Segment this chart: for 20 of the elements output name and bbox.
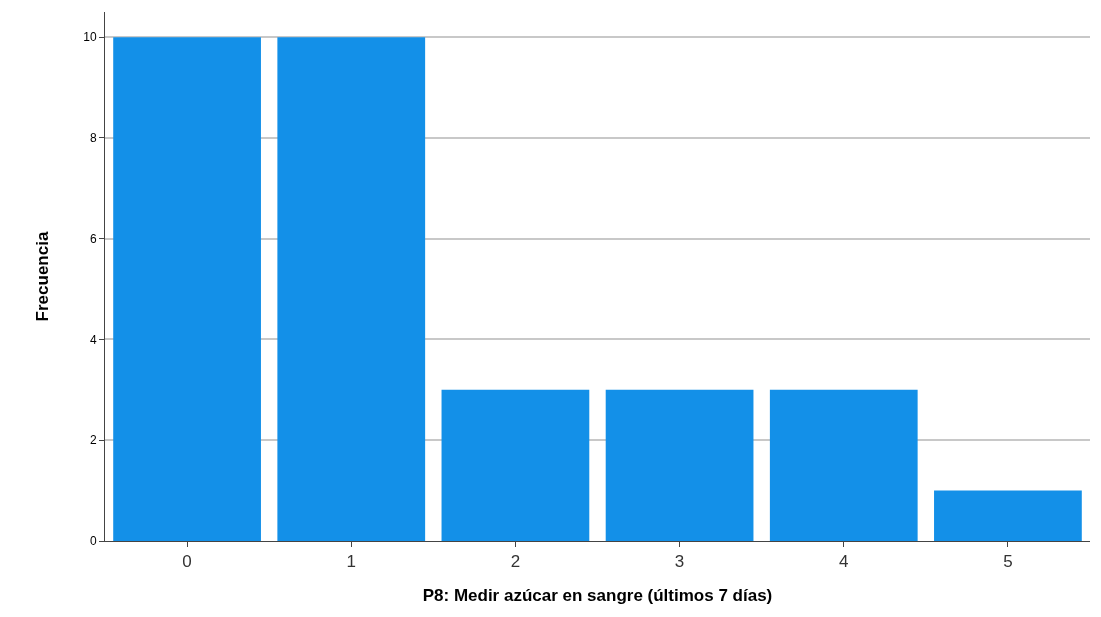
y-axis-title: Frecuencia [32, 231, 52, 322]
x-tick-label: 1 [346, 552, 356, 572]
y-tick-label: 0 [89, 534, 97, 549]
y-tick-label: 6 [89, 231, 97, 246]
bar [441, 389, 590, 541]
bar [934, 490, 1082, 541]
bar [113, 37, 261, 541]
bar [769, 389, 918, 541]
bar [605, 389, 754, 541]
y-tick-label: 2 [89, 433, 97, 448]
x-tick-label: 3 [674, 552, 685, 572]
y-tick-label: 10 [83, 30, 97, 45]
y-tick-label: 8 [89, 131, 97, 146]
x-tick-label: 0 [182, 552, 192, 572]
x-tick-label: 5 [1003, 552, 1013, 572]
x-axis-title: P8: Medir azúcar en sangre (últimos 7 días) [422, 585, 773, 605]
bar [277, 37, 426, 541]
y-tick-label: 4 [89, 332, 97, 347]
x-tick-label: 2 [510, 552, 521, 572]
x-tick-label: 4 [839, 552, 849, 572]
